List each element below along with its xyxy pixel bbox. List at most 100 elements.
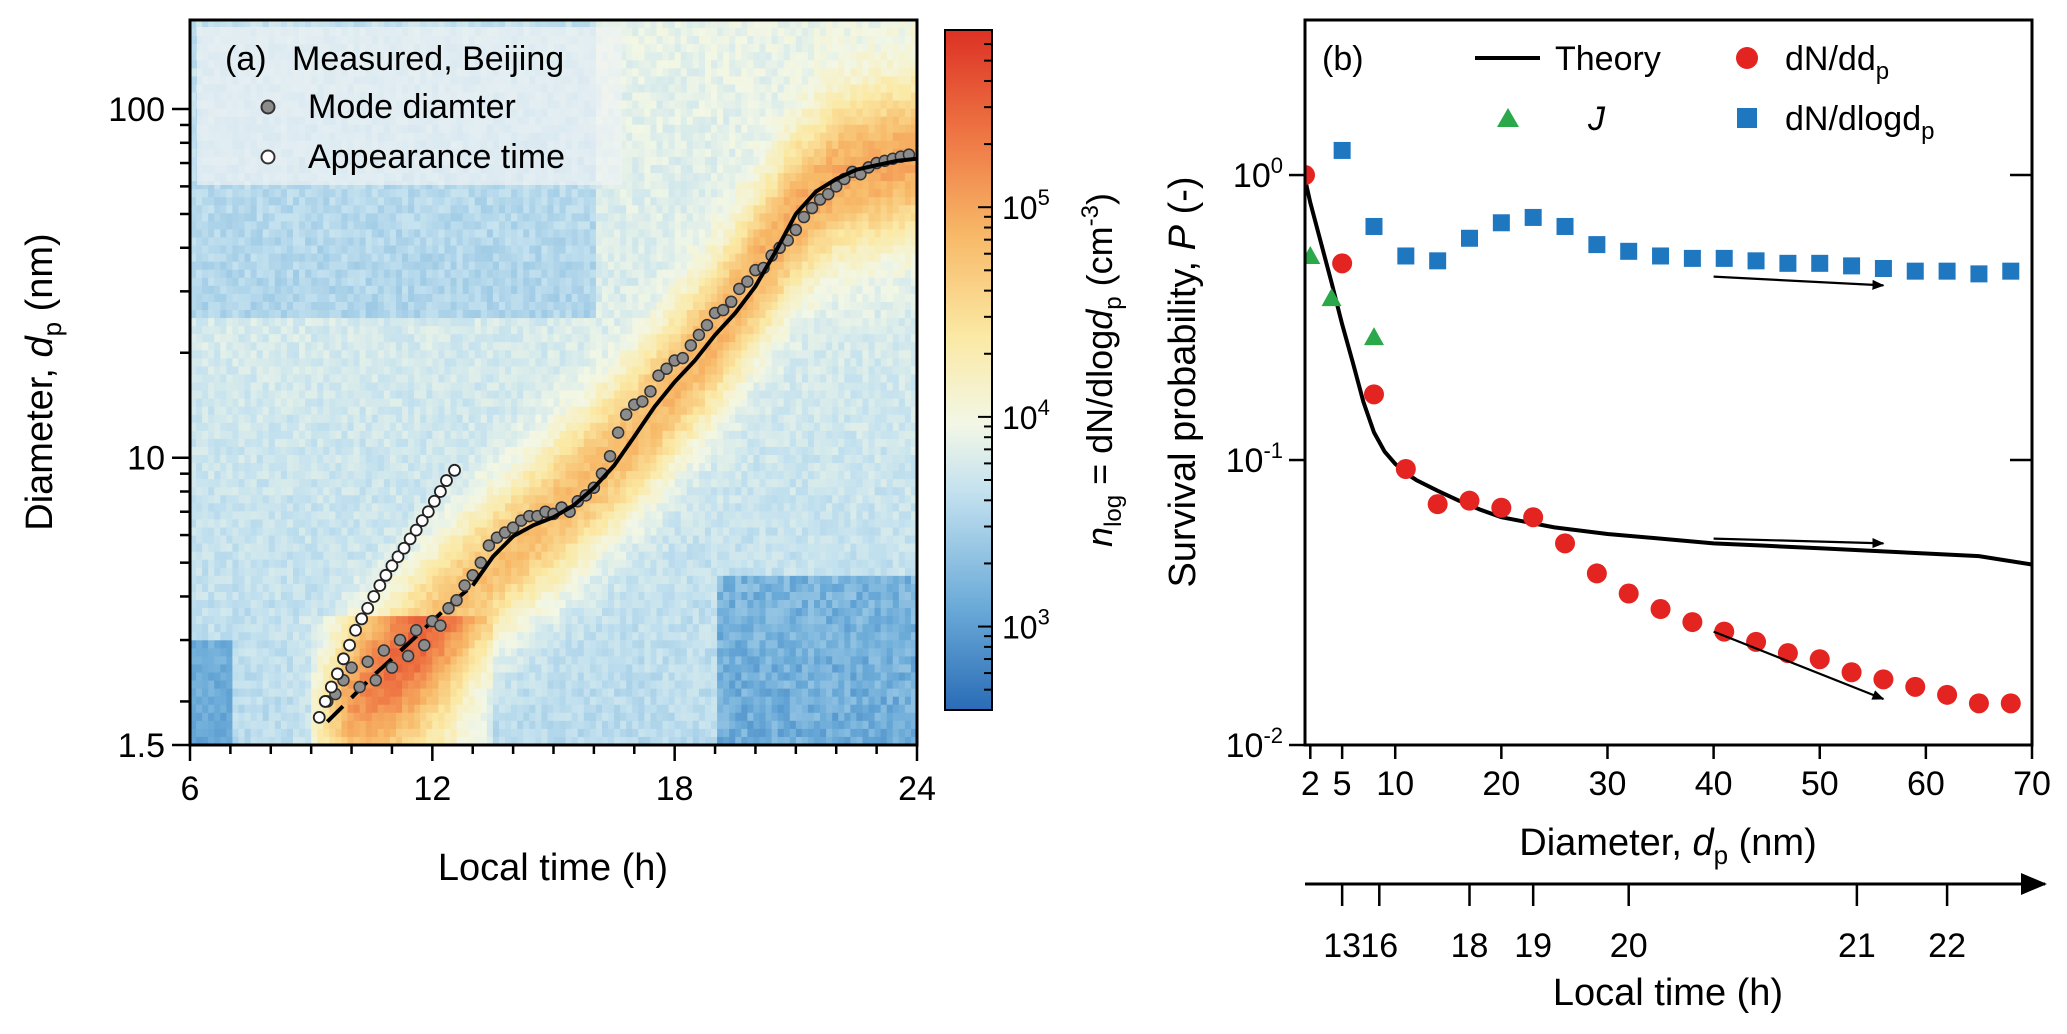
heatmap-cell: [450, 648, 458, 657]
heatmap-cell: [480, 438, 488, 448]
heatmap-cell: [359, 648, 367, 657]
heatmap-cell: [238, 358, 246, 367]
heatmap-cell: [238, 600, 246, 609]
heatmap-cell: [426, 463, 433, 472]
heatmap-cell: [371, 511, 379, 521]
heatmap-cell: [414, 648, 421, 657]
heatmap-cell: [280, 632, 288, 641]
heatmap-cell: [341, 293, 349, 303]
heatmap-cell: [341, 382, 349, 392]
heatmap-cell: [383, 277, 391, 287]
heatmap-cell: [262, 624, 270, 633]
heatmap-cell: [414, 261, 421, 271]
heatmap-cell: [305, 583, 312, 593]
heatmap-cell: [305, 326, 312, 335]
heatmap-cell: [232, 455, 240, 464]
heatmap-cell: [268, 382, 276, 392]
heatmap-cell: [317, 543, 324, 553]
heatmap-cell: [286, 446, 294, 456]
heatmap-cell: [292, 656, 300, 666]
heatmap-cell: [414, 414, 421, 424]
heatmap-cell: [492, 20, 500, 29]
heatmap-cell: [214, 326, 221, 335]
heatmap-cell: [395, 567, 403, 577]
heatmap-cell: [256, 318, 264, 327]
heatmap-cell: [462, 712, 470, 722]
heatmap-cell: [505, 608, 512, 617]
heatmap-cell: [311, 575, 318, 585]
heatmap-cell: [414, 446, 421, 456]
heatmap-cell: [498, 640, 506, 649]
heatmap-cell: [286, 213, 294, 222]
heatmap-cell: [286, 696, 294, 706]
heatmap-cell: [480, 406, 488, 416]
heatmap-cell: [323, 414, 330, 424]
heatmap-cell: [268, 495, 276, 504]
heatmap-cell: [517, 704, 524, 714]
heatmap-cell: [238, 728, 246, 738]
heatmap-cell: [341, 398, 349, 408]
heatmap-cell: [402, 221, 409, 231]
heatmap-cell: [505, 269, 512, 279]
heatmap-cell: [268, 221, 276, 231]
heatmap-cell: [492, 616, 500, 625]
heatmap-cell: [450, 390, 458, 400]
heatmap-cell: [341, 551, 349, 561]
heatmap-cell: [256, 189, 264, 198]
heatmap-cell: [402, 197, 409, 206]
heatmap-cell: [299, 591, 306, 601]
heatmap-cell: [468, 463, 476, 472]
heatmap-cell: [232, 688, 240, 698]
heatmap-cell: [280, 535, 288, 545]
heatmap-cell: [402, 600, 409, 609]
heatmap-cell: [426, 567, 433, 577]
heatmap-cell: [462, 720, 470, 730]
heatmap-cell: [341, 519, 349, 529]
heatmap-cell: [190, 720, 197, 730]
heatmap-cell: [377, 632, 385, 641]
heatmap-cell: [262, 237, 270, 247]
heatmap-cell: [492, 350, 500, 359]
heatmap-cell: [456, 358, 464, 367]
heatmap-cell: [299, 181, 306, 190]
heatmap-cell: [444, 181, 452, 190]
heatmap-cell: [498, 334, 506, 343]
heatmap-cell: [505, 567, 512, 577]
heatmap-cell: [426, 181, 433, 190]
heatmap-cell: [232, 535, 240, 545]
heatmap-cell: [456, 543, 464, 553]
heatmap-cell: [486, 269, 494, 279]
heatmap-cell: [347, 293, 355, 303]
heatmap-cell: [450, 535, 458, 545]
heatmap-cell: [432, 648, 439, 657]
heatmap-cell: [426, 358, 433, 367]
heatmap-cell: [432, 398, 439, 408]
heatmap-cell: [505, 414, 512, 424]
heatmap-cell: [365, 551, 373, 561]
heatmap-cell: [341, 430, 349, 440]
heatmap-cell: [274, 277, 282, 287]
heatmap-cell: [359, 591, 367, 601]
heatmap-cell: [511, 213, 518, 222]
heatmap-cell: [395, 237, 403, 247]
heatmap-cell: [238, 301, 246, 311]
heatmap-cell: [268, 696, 276, 706]
heatmap-cell: [450, 350, 458, 359]
heatmap-cell: [341, 446, 349, 456]
heatmap-cell: [323, 285, 330, 295]
heatmap-cell: [274, 213, 282, 222]
heatmap-cell: [498, 189, 506, 198]
heatmap-cell: [377, 414, 385, 424]
heatmap-cell: [377, 656, 385, 666]
heatmap-cell: [329, 269, 336, 279]
heatmap-cell: [280, 463, 288, 472]
heatmap-cell: [286, 269, 294, 279]
heatmap-cell: [456, 398, 464, 408]
heatmap-cell: [208, 269, 215, 279]
heatmap-cell: [498, 455, 506, 464]
heatmap-cell: [365, 318, 373, 327]
heatmap-cell: [395, 495, 403, 504]
heatmap-cell: [523, 245, 530, 255]
heatmap-cell: [444, 535, 452, 545]
heatmap-cell: [280, 648, 288, 657]
